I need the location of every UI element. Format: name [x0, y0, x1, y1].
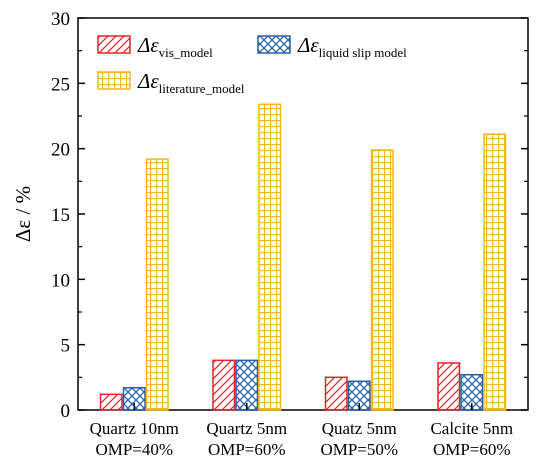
y-tick-label: 10 — [51, 270, 70, 291]
x-tick-label: Quatz 5nm OMP=50% — [320, 419, 398, 459]
x-tick-label: Calcite 5nm OMP=60% — [430, 419, 513, 459]
legend-label-sub: literature_model — [159, 81, 245, 96]
legend-swatch — [97, 71, 131, 90]
x-tick-label: Quartz 10nm OMP=40% — [90, 419, 179, 459]
y-tick-label: 5 — [61, 336, 71, 357]
bar — [99, 393, 123, 411]
x-tick-label-line: OMP=60% — [433, 440, 511, 459]
bars — [99, 103, 507, 411]
y-axis: 0 5 10 15 20 25 30 — [51, 9, 528, 422]
legend-label-main: Δε — [137, 33, 159, 57]
x-tick-label: Quartz 5nm OMP=60% — [206, 419, 287, 459]
x-tick-label-line: Calcite 5nm — [430, 419, 513, 438]
x-tick-label-line: OMP=60% — [208, 440, 286, 459]
x-tick-label-line: Quartz 10nm — [90, 419, 179, 438]
x-tick-label-line: OMP=50% — [320, 440, 398, 459]
bar — [258, 103, 282, 411]
bar — [235, 359, 259, 411]
bar — [483, 133, 507, 411]
y-tick-label: 15 — [51, 205, 70, 226]
legend-label-sub: liquid slip model — [319, 45, 408, 60]
y-tick-label: 30 — [51, 9, 70, 30]
x-tick-label-line: OMP=40% — [95, 440, 173, 459]
bar — [212, 359, 236, 411]
bar — [370, 149, 394, 411]
bar — [145, 158, 169, 411]
bar — [324, 376, 348, 411]
legend-label: Δεliterature_model — [137, 69, 245, 96]
legend-label-main: Δε — [137, 69, 159, 93]
bar — [437, 362, 461, 411]
x-axis-labels: Quartz 10nm OMP=40% Quartz 5nm OMP=60% Quatz… — [90, 403, 513, 459]
y-tick-label: 0 — [61, 401, 71, 422]
legend: Δεvis_model Δεliquid slip modelΔεliteratu… — [97, 33, 407, 96]
legend-label-main: Δε — [297, 33, 319, 57]
x-tick-label-line: Quartz 5nm — [206, 419, 287, 438]
y-tick-label: 20 — [51, 140, 70, 161]
legend-label: Δεvis_model — [137, 33, 213, 60]
y-axis-label: Δε / % — [11, 186, 35, 242]
legend-swatch — [257, 35, 291, 54]
y-tick-label: 25 — [51, 74, 70, 95]
legend-label: Δεliquid slip model — [297, 33, 407, 60]
x-tick-label-line: Quatz 5nm — [322, 419, 397, 438]
legend-swatch — [97, 35, 131, 54]
legend-label-sub: vis_model — [159, 45, 214, 60]
